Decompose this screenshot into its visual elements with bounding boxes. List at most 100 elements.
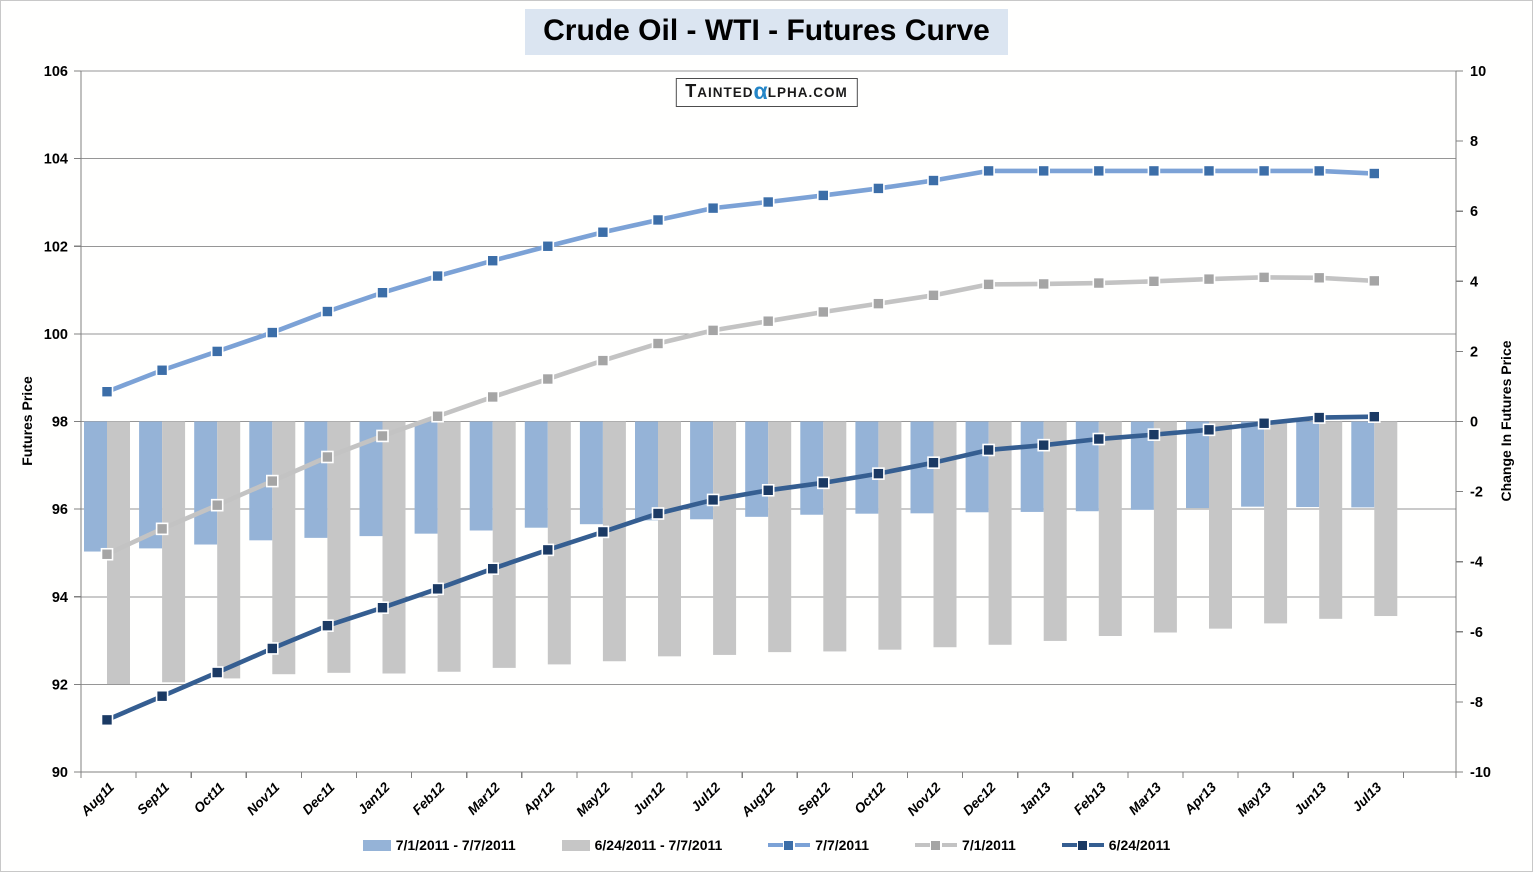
x-axis-label: Mar12 <box>465 779 504 818</box>
line-marker <box>816 189 830 202</box>
bar-gray <box>492 421 516 668</box>
legend-line-swatch <box>915 839 958 851</box>
bar-blue <box>139 421 163 549</box>
bar-gray <box>437 421 461 672</box>
line-marker <box>761 483 775 497</box>
line-marker <box>210 345 224 358</box>
left-axis-label: 100 <box>44 327 68 343</box>
line-marker <box>376 429 389 443</box>
line-marker <box>210 666 224 679</box>
x-axis-label: Jun13 <box>1291 779 1330 818</box>
bar-blue <box>965 421 989 513</box>
legend-bar-swatch <box>362 839 391 851</box>
bar-gray <box>658 421 681 657</box>
bar-gray <box>272 421 296 675</box>
right-axis-label: 8 <box>1470 134 1478 150</box>
legend-label: 6/24/2011 - 7/7/2011 <box>594 837 723 853</box>
line-marker <box>541 543 555 557</box>
left-axis-label: 106 <box>44 64 68 80</box>
legend-label: 7/1/2011 - 7/7/2011 <box>395 837 516 853</box>
bar-blue <box>414 421 438 534</box>
line-marker <box>1147 428 1161 441</box>
left-axis-label: 104 <box>44 152 68 168</box>
legend-swatch-part <box>930 840 942 851</box>
legend-swatch-part <box>942 843 958 847</box>
bar-gray <box>768 421 792 653</box>
line-series <box>106 168 1375 394</box>
right-axis-label: -4 <box>1470 555 1483 571</box>
bar-blue <box>524 421 548 528</box>
line-marker <box>100 385 114 399</box>
left-axis-label: 90 <box>52 765 68 781</box>
line-marker <box>927 289 940 302</box>
right-axis-label: -6 <box>1470 625 1483 641</box>
right-axis-label: 10 <box>1470 64 1486 80</box>
line-marker <box>927 456 940 469</box>
legend-bar-swatch <box>561 839 590 851</box>
x-axis-label: Oct11 <box>191 780 227 816</box>
bar-blue <box>359 421 383 537</box>
line-marker <box>651 337 665 350</box>
line-marker <box>155 522 169 536</box>
line-marker <box>376 286 389 299</box>
bar-gray <box>1043 421 1067 641</box>
x-axis-label: Sep11 <box>134 780 172 818</box>
legend-item: 6/24/2011 - 7/7/2011 <box>561 837 723 853</box>
line-marker <box>596 225 610 239</box>
bar-blue <box>249 421 273 541</box>
x-axis-label: Mar13 <box>1126 779 1165 818</box>
line-marker <box>486 390 500 404</box>
bar-gray <box>217 421 241 679</box>
line-marker <box>486 254 500 268</box>
bar-gray <box>327 421 351 673</box>
legend-item: 7/1/2011 <box>915 837 1016 853</box>
bar-gray <box>162 421 186 683</box>
left-axis-label: 92 <box>52 677 68 693</box>
line-marker <box>431 269 444 283</box>
line-marker <box>431 409 444 423</box>
right-axis-label: -8 <box>1470 695 1483 711</box>
right-axis-title: Change In Futures Price <box>1498 340 1514 502</box>
line-marker <box>927 174 940 187</box>
x-axis-label: Apr12 <box>520 779 559 818</box>
line-marker <box>155 363 169 377</box>
line-marker <box>1257 271 1271 284</box>
left-axis-title: Futures Price <box>19 376 35 466</box>
x-axis-label: Apr13 <box>1181 779 1220 818</box>
line-marker <box>100 713 114 727</box>
chart-title: Crude Oil - WTI - Futures Curve <box>525 9 1008 55</box>
legend-item: 6/24/2011 <box>1061 837 1171 853</box>
x-axis-label: Aug11 <box>77 780 117 820</box>
bar-blue <box>469 421 493 531</box>
legend-label: 6/24/2011 <box>1108 837 1171 853</box>
line-marker <box>1257 164 1271 178</box>
bar-gray <box>878 421 902 650</box>
bar-gray <box>1153 421 1177 633</box>
bar-gray <box>1264 421 1288 624</box>
legend-swatch-part <box>1088 843 1104 847</box>
x-axis-label: Jul12 <box>688 779 723 814</box>
line-marker <box>1202 272 1216 286</box>
line-marker <box>982 278 995 291</box>
legend-line-swatch <box>1061 839 1104 851</box>
line-marker <box>872 297 885 310</box>
bar-gray <box>933 421 957 648</box>
line-marker <box>872 182 885 195</box>
bar-blue <box>800 421 824 515</box>
bar-blue <box>304 421 328 538</box>
x-axis-label: Oct12 <box>851 779 888 816</box>
line-marker <box>1147 274 1161 288</box>
x-axis-label: Sep12 <box>795 779 834 818</box>
line-marker <box>1368 167 1381 180</box>
left-axis-label: 98 <box>52 415 68 431</box>
line-marker <box>321 450 334 464</box>
bar-blue <box>745 421 769 517</box>
bar-blue <box>1130 421 1154 510</box>
taintedalpha-logo: TAINTEDαLPHA.COM <box>675 78 858 107</box>
x-axis-label: Jan12 <box>355 779 393 817</box>
left-axis-label: 94 <box>52 590 68 606</box>
bar-blue <box>579 421 603 525</box>
x-axis-label: Feb13 <box>1071 779 1110 818</box>
line-marker <box>486 562 500 576</box>
line-marker <box>596 525 610 539</box>
